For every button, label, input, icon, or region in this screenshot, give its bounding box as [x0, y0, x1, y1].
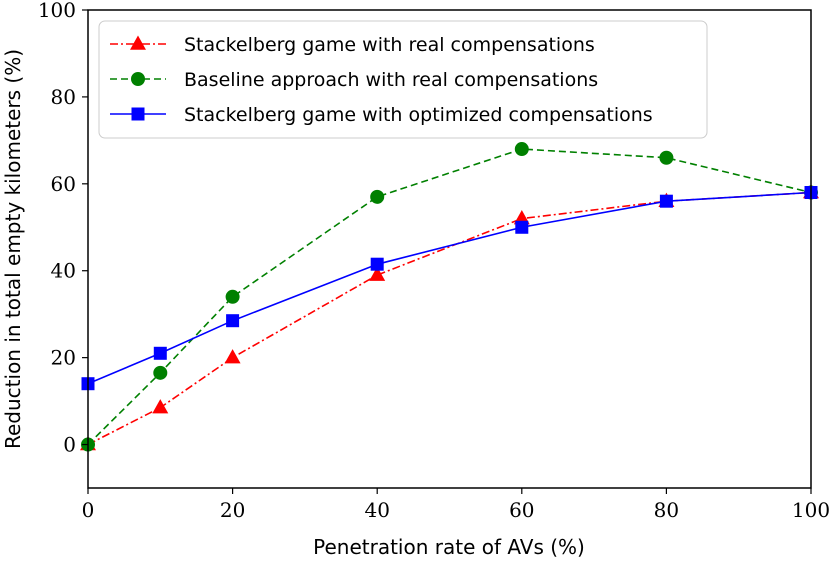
y-tick-label: 20	[51, 346, 76, 370]
legend-entries: Stackelberg game with real compensations…	[110, 34, 653, 126]
legend-marker	[130, 35, 146, 50]
series-layer	[80, 142, 819, 452]
data-point	[225, 289, 240, 304]
y-tick-label: 100	[38, 0, 76, 22]
y-tick-label: 0	[63, 433, 76, 457]
y-tick-label: 60	[51, 172, 76, 196]
x-tick-label: 40	[364, 498, 389, 522]
series-line	[87, 191, 812, 446]
series-2	[81, 142, 818, 452]
legend-entry: Stackelberg game with real compensations	[110, 34, 595, 56]
plot-frame	[87, 9, 812, 489]
y-tick-label: 40	[51, 259, 76, 283]
data-point	[152, 399, 169, 414]
x-tick-label: 80	[654, 498, 679, 522]
legend-marker	[131, 72, 145, 86]
y-axis-label: Reduction in total empty kilometers (%)	[1, 49, 25, 449]
x-tick-label: 100	[792, 498, 830, 522]
x-tick-label: 60	[509, 498, 534, 522]
data-point	[153, 346, 167, 360]
series-line	[87, 191, 812, 385]
x-tick-label: 20	[220, 498, 245, 522]
x-axis-label: Penetration rate of AVs (%)	[313, 535, 585, 559]
ticks-layer: 0 20 40 60 80 100 0 20 40 60 80 100	[38, 0, 830, 522]
data-point	[514, 142, 529, 157]
data-point	[659, 194, 673, 208]
legend-label: Stackelberg game with real compensations	[184, 34, 595, 56]
x-tick-label: 0	[82, 498, 95, 522]
legend-entry: Baseline approach with real compensation…	[110, 69, 598, 91]
data-point	[370, 189, 385, 204]
data-point	[369, 266, 386, 281]
series-1	[80, 183, 819, 451]
legend-entry: Stackelberg game with optimized compensa…	[110, 104, 653, 126]
legend-label: Stackelberg game with optimized compensa…	[184, 104, 653, 126]
series-3	[81, 186, 818, 391]
legend-box	[98, 20, 708, 139]
data-point	[153, 365, 168, 380]
legend-marker	[131, 107, 145, 121]
data-point	[659, 150, 674, 165]
data-point	[224, 349, 241, 364]
y-tick-label: 80	[51, 85, 76, 109]
series-line	[87, 148, 812, 446]
legend-label: Baseline approach with real compensation…	[184, 69, 598, 91]
data-point	[370, 257, 384, 271]
legend: Stackelberg game with real compensations…	[98, 20, 708, 139]
data-point	[515, 220, 529, 234]
data-point	[226, 314, 240, 328]
